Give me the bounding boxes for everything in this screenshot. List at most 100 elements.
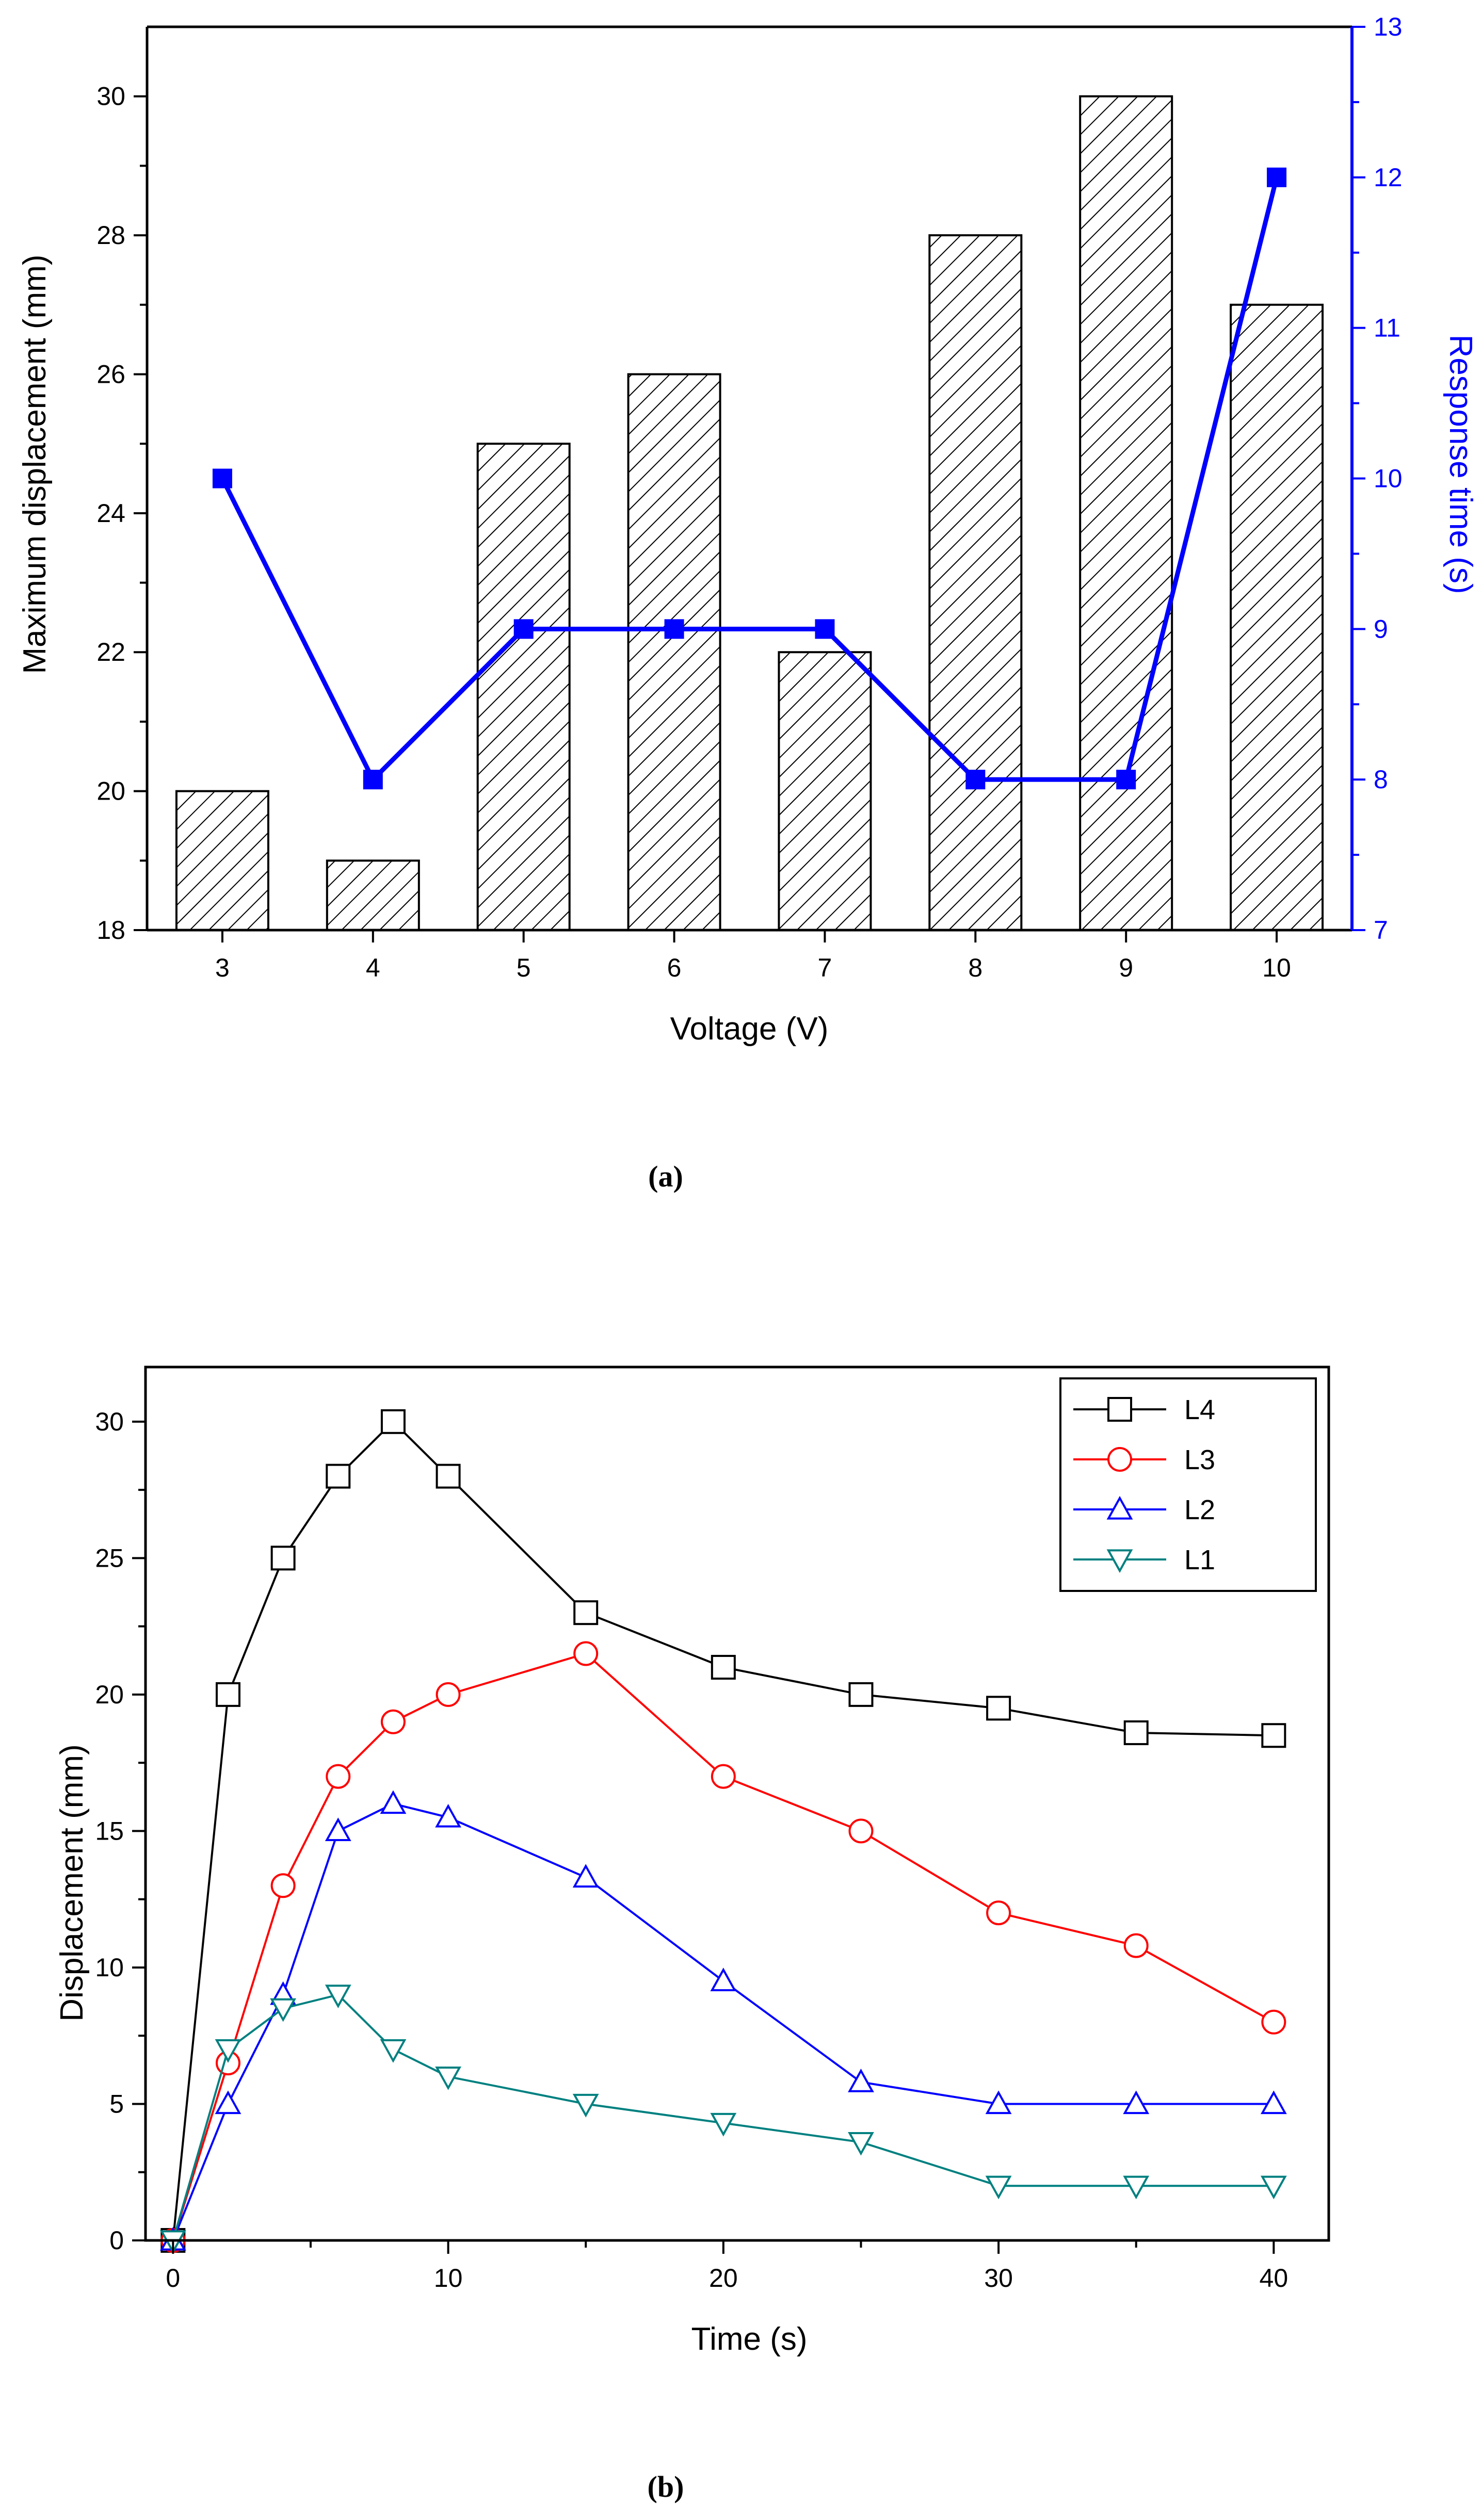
y-axis-ticks: 18 20 22 24 26 28 30: [96, 82, 147, 945]
y-tick-label: 20: [96, 777, 125, 806]
point-L1-6: [325, 1985, 351, 2008]
response-point-6: [664, 619, 684, 639]
point-L3-25: [848, 1818, 874, 1844]
y-tick-label: 28: [96, 221, 125, 250]
point-L2-8: [380, 1790, 407, 1814]
x-axis-label: Time (s): [691, 2321, 808, 2357]
point-L4-6: [326, 1464, 351, 1489]
x-tick-label: 7: [818, 953, 832, 982]
y-tick-label: 24: [96, 499, 125, 528]
bar-5: [476, 443, 571, 931]
point-L1-40: [1260, 2175, 1287, 2200]
point-L4-25: [848, 1682, 874, 1707]
point-L1-25: [848, 2132, 874, 2156]
legend-marker: [1106, 1549, 1133, 1573]
x-tick-label: 8: [968, 953, 982, 982]
point-L1-20: [710, 2112, 737, 2137]
point-L1-30: [985, 2175, 1012, 2200]
point-L3-30: [986, 1900, 1011, 1926]
series-L2: [159, 1790, 1287, 2251]
legend-label: L2: [1184, 1494, 1215, 1525]
response-time-series: [212, 167, 1287, 790]
point-L2-10: [435, 1803, 461, 1828]
point-L4-40: [1261, 1723, 1286, 1748]
series-L4: [160, 1409, 1286, 2253]
legend-marker: [1107, 1397, 1132, 1422]
point-L4-4: [270, 1546, 296, 1571]
point-L2-30: [985, 2090, 1012, 2115]
y-axis-label: Displacement (mm): [54, 1744, 90, 2021]
point-L3-6: [326, 1764, 351, 1789]
x-tick-label: 9: [1119, 953, 1133, 982]
y-tick-label: 25: [95, 1543, 124, 1572]
caption-b: (b): [648, 2470, 684, 2503]
legend-box: [1059, 1377, 1317, 1592]
legend: L4 L3 L2 L1: [1059, 1377, 1317, 1592]
point-L4-10: [436, 1464, 461, 1489]
response-point-8: [965, 770, 986, 790]
point-L2-15: [572, 1864, 599, 1888]
y-tick-label: 15: [95, 1816, 124, 1845]
caption-a: (a): [648, 1160, 683, 1193]
response-point-5: [513, 619, 534, 639]
point-L4-8: [380, 1409, 406, 1434]
point-L1-10: [435, 2066, 461, 2090]
x-tick-label: 6: [667, 953, 682, 982]
y2-tick-label: 12: [1374, 163, 1403, 192]
point-L3-40: [1261, 2009, 1286, 2035]
y-tick-label: 26: [96, 360, 125, 388]
line-L2: [172, 1802, 1274, 2241]
x-tick-label: 5: [517, 953, 531, 982]
y-tick-label: 18: [96, 916, 125, 945]
point-L1-8: [380, 2039, 407, 2063]
x-tick-label: 0: [166, 2264, 180, 2293]
response-point-10: [1267, 167, 1287, 187]
point-L2-20: [710, 1968, 737, 1991]
point-L4-15: [573, 1600, 599, 1625]
y2-tick-label: 7: [1374, 916, 1388, 945]
x-tick-label: 3: [215, 953, 230, 982]
bar-6: [627, 373, 721, 931]
x-tick-label: 10: [434, 2264, 463, 2293]
point-L2-25: [848, 2069, 874, 2092]
point-L3-8: [380, 1709, 406, 1734]
legend-label: L4: [1184, 1394, 1215, 1425]
x-tick-label: 10: [1262, 953, 1291, 982]
x-axis-label: Voltage (V): [670, 1011, 829, 1047]
point-L1-4: [270, 1998, 297, 2022]
point-L4-20: [711, 1654, 736, 1680]
y2-axis-ticks: 7 8 9 10 11 12 13: [1352, 12, 1403, 945]
point-L1-15: [572, 2093, 599, 2118]
y-tick-label: 20: [95, 1680, 124, 1709]
point-L3-10: [436, 1682, 461, 1707]
point-L1-2: [215, 2039, 241, 2063]
x-axis-ticks: 3 4 5 6 7 8 9 10: [215, 930, 1291, 982]
response-point-3: [212, 468, 232, 489]
point-L3-20: [711, 1764, 736, 1789]
legend-marker: [1107, 1447, 1132, 1472]
y-tick-label: 10: [95, 1953, 124, 1982]
y-tick-label: 5: [109, 2089, 124, 2118]
x-tick-label: 20: [709, 2264, 738, 2293]
point-L2-40: [1260, 2090, 1287, 2115]
x-tick-label: 4: [366, 953, 380, 982]
series-L3: [160, 1641, 1286, 2253]
y2-tick-label: 11: [1374, 314, 1400, 343]
bar-4: [326, 859, 420, 932]
y-tick-label: 0: [109, 2226, 124, 2255]
y-tick-label: 22: [96, 638, 125, 666]
line-L3: [172, 1652, 1275, 2241]
point-L3-15: [573, 1641, 599, 1666]
legend-label: L1: [1184, 1544, 1215, 1575]
x-tick-label: 30: [984, 2264, 1013, 2293]
chart-a: 3 4 5 6 7 8 9 10 18 20 22 24 26 28 30 7 8 9 10 11 12 13 Vol…: [17, 12, 1478, 1193]
response-point-9: [1116, 770, 1136, 790]
y2-tick-label: 9: [1374, 614, 1388, 643]
legend-marker: [1106, 1495, 1133, 1520]
bar-7: [778, 651, 872, 931]
y-tick-label: 30: [96, 82, 125, 111]
bar-9: [1079, 95, 1173, 932]
point-L2-2: [215, 2090, 241, 2115]
plot-border: [144, 1365, 1330, 2242]
